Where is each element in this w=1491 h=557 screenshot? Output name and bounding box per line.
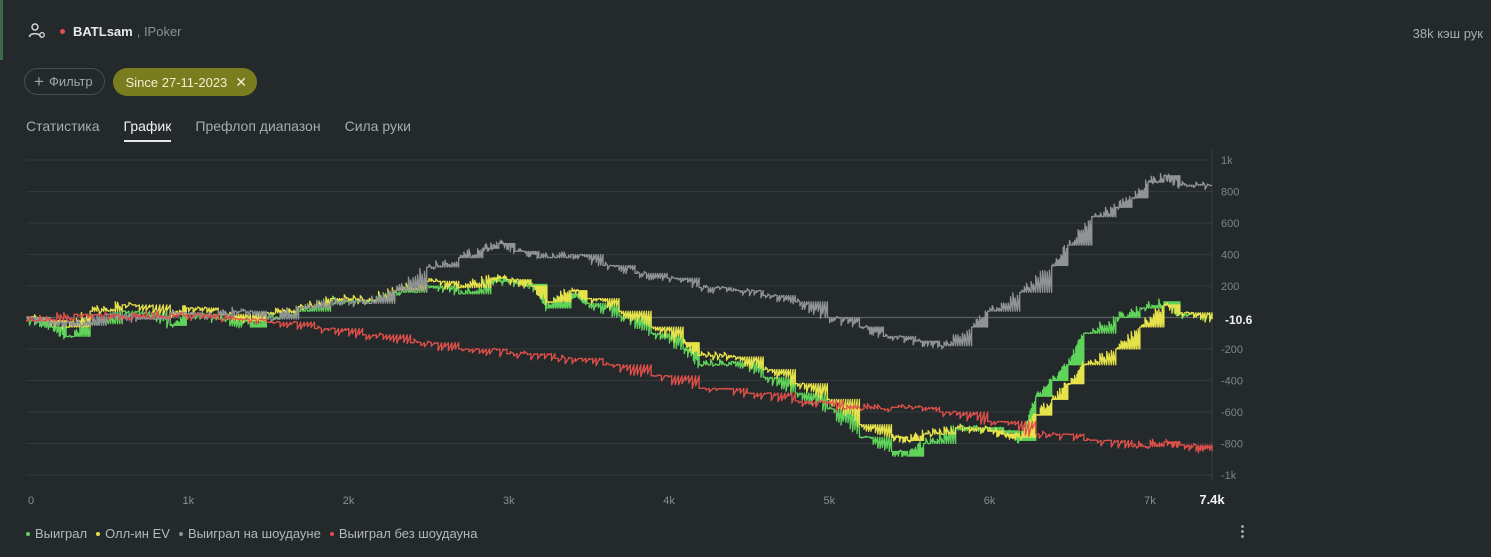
status-dot bbox=[60, 28, 65, 34]
x-tick-label: 0 bbox=[28, 495, 34, 507]
legend-label: Выиграл bbox=[35, 526, 88, 541]
y-tick-label: 800 bbox=[1221, 187, 1239, 199]
legend-item-showdown[interactable]: Выиграл на шоудауне bbox=[178, 526, 321, 541]
x-tick-label: 3k bbox=[503, 495, 515, 507]
player-settings-icon[interactable] bbox=[28, 22, 46, 40]
tab-hand-strength[interactable]: Сила руки bbox=[344, 118, 411, 134]
y-tick-label: -1k bbox=[1221, 470, 1237, 482]
current-value-label: -10.6 bbox=[1225, 313, 1253, 327]
left-accent-bar bbox=[0, 0, 3, 60]
date-filter-chip[interactable]: Since 27-11-2023 ✕ bbox=[112, 68, 258, 96]
filters-bar: + Фильтр Since 27-11-2023 ✕ bbox=[24, 68, 258, 96]
player-name[interactable]: BATLsam bbox=[73, 23, 133, 39]
series-line bbox=[25, 310, 1213, 454]
x-end-label: 7.4k bbox=[1199, 492, 1225, 507]
legend-dot bbox=[178, 531, 183, 536]
legend-item-allin-ev[interactable]: Олл-ин EV bbox=[96, 526, 170, 541]
y-tick-label: 1k bbox=[1221, 155, 1233, 167]
hands-count: 38k кэш рук bbox=[1412, 26, 1483, 41]
tab-graph[interactable]: График bbox=[123, 118, 172, 142]
y-tick-label: -600 bbox=[1221, 407, 1243, 419]
x-tick-label: 6k bbox=[984, 495, 996, 507]
legend-label: Выиграл без шоудауна bbox=[338, 526, 478, 541]
y-tick-label: 200 bbox=[1221, 281, 1239, 293]
x-tick-label: 7k bbox=[1144, 495, 1156, 507]
tabs: Статистика График Префлоп диапазон Сила … bbox=[26, 118, 411, 142]
x-axis-labels: 0 1k 2k 3k 4k 5k 6k 7k 7.4k bbox=[28, 492, 1225, 507]
tab-statistics[interactable]: Статистика bbox=[26, 118, 100, 134]
x-tick-label: 1k bbox=[182, 495, 194, 507]
add-filter-button[interactable]: + Фильтр bbox=[24, 68, 105, 95]
profit-chart: 1k 800 600 400 200 -200 -400 -600 -800 -1k -10.6 0… bbox=[25, 150, 1253, 507]
legend-item-won[interactable]: Выиграл bbox=[26, 526, 87, 541]
x-tick-label: 5k bbox=[824, 495, 836, 507]
player-header: BATLsam , IPoker bbox=[28, 22, 182, 40]
plus-icon: + bbox=[34, 72, 44, 91]
y-tick-label: -400 bbox=[1221, 376, 1243, 388]
close-icon[interactable]: ✕ bbox=[235, 74, 248, 90]
tab-preflop-range[interactable]: Префлоп диапазон bbox=[195, 118, 321, 134]
series-line bbox=[25, 276, 1213, 458]
chart-grid bbox=[26, 150, 1213, 480]
y-tick-label: -200 bbox=[1221, 344, 1243, 356]
series-line bbox=[26, 172, 1213, 350]
series-line bbox=[26, 274, 1213, 444]
room-name: , IPoker bbox=[136, 23, 182, 39]
legend-dot bbox=[329, 531, 334, 536]
legend-label: Олл-ин EV bbox=[105, 526, 170, 541]
legend-label: Выиграл на шоудауне bbox=[187, 526, 321, 541]
legend-item-non-showdown[interactable]: Выиграл без шоудауна bbox=[329, 526, 478, 541]
chart-series bbox=[25, 172, 1213, 458]
chart-legend: Выиграл Олл-ин EV Выиграл на шоудауне Вы… bbox=[26, 526, 477, 541]
y-tick-label: 600 bbox=[1221, 218, 1239, 230]
legend-dot bbox=[26, 531, 30, 536]
more-options-icon[interactable] bbox=[1236, 523, 1248, 543]
x-tick-label: 2k bbox=[343, 495, 355, 507]
legend-dot bbox=[96, 531, 101, 536]
y-tick-label: 400 bbox=[1221, 250, 1239, 262]
add-filter-label: Фильтр bbox=[48, 74, 93, 89]
x-tick-label: 4k bbox=[663, 495, 675, 507]
date-filter-label: Since 27-11-2023 bbox=[125, 74, 228, 90]
y-tick-label: -800 bbox=[1221, 439, 1243, 451]
y-axis-labels: 1k 800 600 400 200 -200 -400 -600 -800 -1k -10.6 bbox=[1221, 155, 1253, 482]
chart-area: 1k 800 600 400 200 -200 -400 -600 -800 -1k -10.6 0… bbox=[0, 140, 1491, 520]
